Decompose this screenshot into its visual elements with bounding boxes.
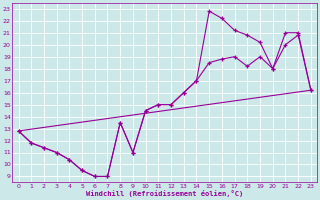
X-axis label: Windchill (Refroidissement éolien,°C): Windchill (Refroidissement éolien,°C)	[86, 190, 243, 197]
